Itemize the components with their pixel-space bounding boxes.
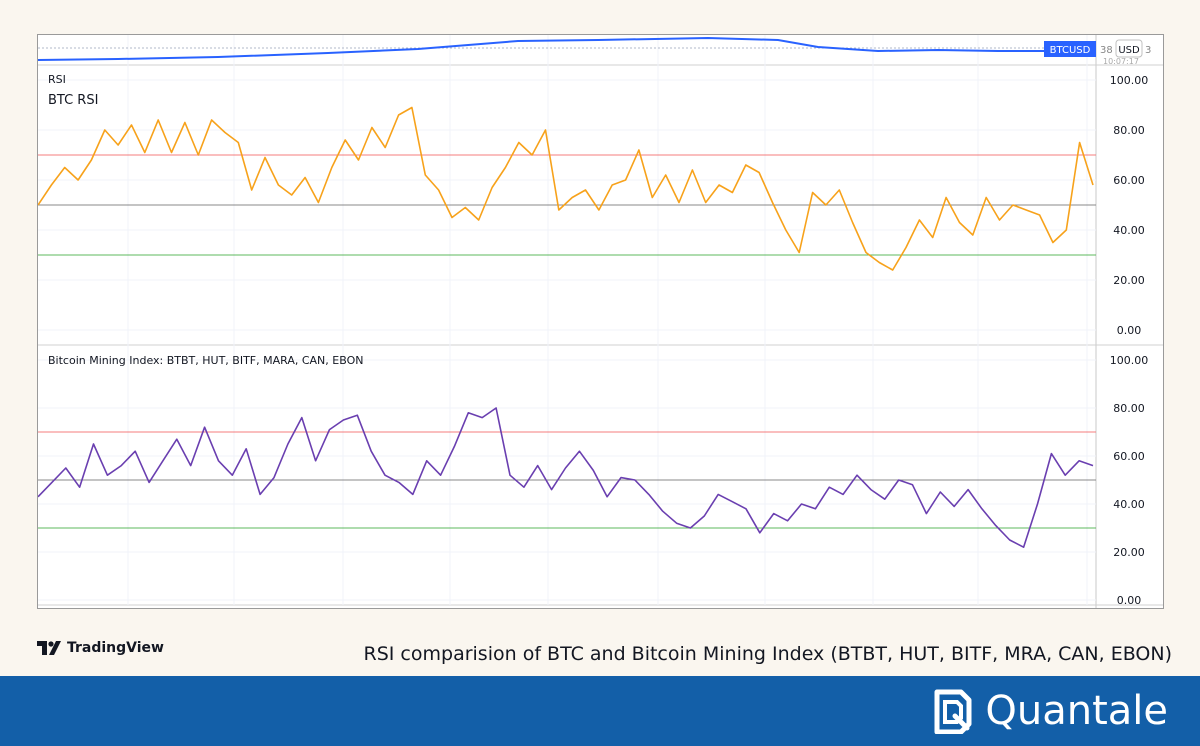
btc-price-pane: BTCUSD 38 USD 3 10:07:17 [38, 36, 1151, 66]
time-partial-label: 10:07:17 [1103, 57, 1139, 66]
x-axis: NovDec2021FebMarAprMayJunJulAug [127, 35, 1088, 605]
tradingview-logo-text: TradingView [67, 640, 164, 656]
y-tick-label: 100.00 [1110, 354, 1149, 367]
y-tick-label: 80.00 [1113, 402, 1145, 415]
quantale-logo-icon [934, 689, 972, 734]
btc-rsi-line [38, 106, 1094, 271]
y-tick-label: 40.00 [1113, 224, 1145, 237]
chart-frame: NovDec2021FebMarAprMayJunJulAugBTCUSD 38 U… [37, 34, 1164, 609]
footer-bar: Quantale [0, 676, 1200, 746]
quantale-logo-text: Quantale [985, 688, 1168, 734]
tradingview-logo-icon [37, 641, 61, 655]
price-partial-label: 38 [1100, 45, 1113, 56]
y-tick-label: 0.00 [1117, 324, 1142, 337]
tradingview-logo: TradingView [37, 640, 164, 656]
y-tick-label: 20.00 [1113, 274, 1145, 287]
price-partial-label: 3 [1145, 45, 1151, 56]
rsi-indicator-label: RSI [48, 73, 66, 86]
symbol-badge-bg [1044, 41, 1096, 57]
mining-index-rsi-line [38, 407, 1094, 549]
rsi-pane-btc: 100.00 80.00 60.00 40.00 20.00 0.00 [38, 74, 1148, 337]
chart-caption: RSI comparision of BTC and Bitcoin Minin… [363, 643, 1172, 665]
symbol-badge-text: BTCUSD [1050, 45, 1091, 56]
y-tick-label: 60.00 [1113, 174, 1145, 187]
y-tick-label: 100.00 [1110, 74, 1149, 87]
chart-svg: NovDec2021FebMarAprMayJunJulAugBTCUSD 38 U… [38, 35, 1163, 608]
y-tick-label: 20.00 [1113, 546, 1145, 559]
y-tick-label: 60.00 [1113, 450, 1145, 463]
mining-index-title: Bitcoin Mining Index: BTBT, HUT, BITF, M… [48, 354, 364, 367]
btc-rsi-title: BTC RSI [48, 93, 99, 108]
btc-price-line [38, 36, 1096, 61]
quantale-brand: Quantale [931, 688, 1168, 734]
y-tick-label: 40.00 [1113, 498, 1145, 511]
currency-badge-bg [1115, 39, 1143, 58]
y-tick-label: 80.00 [1113, 124, 1145, 137]
y-tick-label: 0.00 [1117, 594, 1142, 607]
rsi-pane-mining: 100.00 80.00 60.00 40.00 20.00 0.00 [38, 354, 1148, 607]
currency-badge-text: USD [1118, 45, 1140, 56]
